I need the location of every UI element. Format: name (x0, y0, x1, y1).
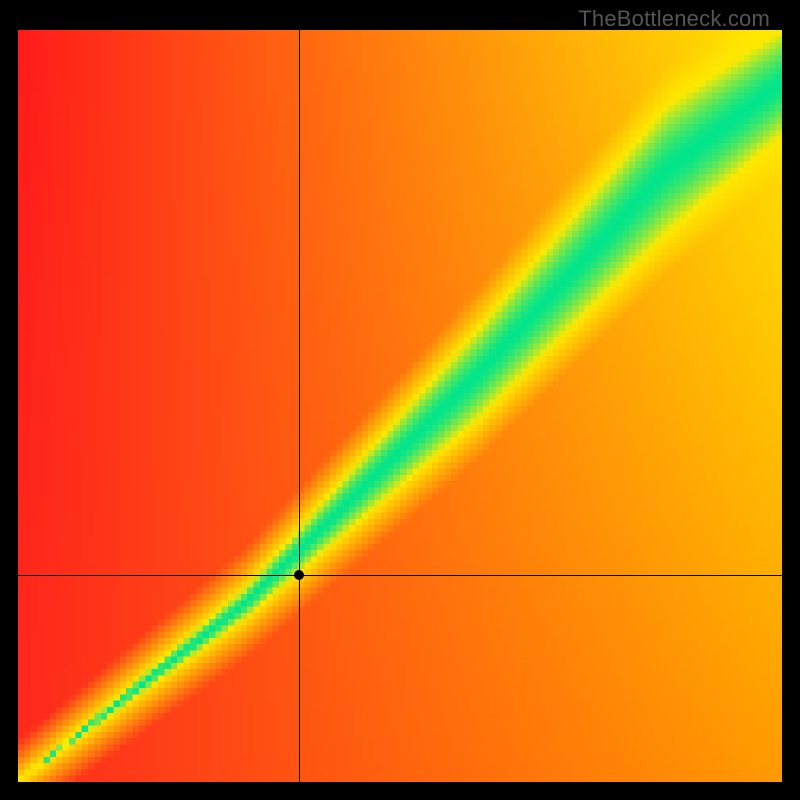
heatmap-canvas (18, 30, 782, 782)
crosshair-vertical (299, 30, 300, 782)
crosshair-horizontal (18, 575, 782, 576)
watermark-text: TheBottleneck.com (578, 6, 770, 32)
plot-frame (18, 30, 782, 782)
crosshair-marker (294, 570, 304, 580)
